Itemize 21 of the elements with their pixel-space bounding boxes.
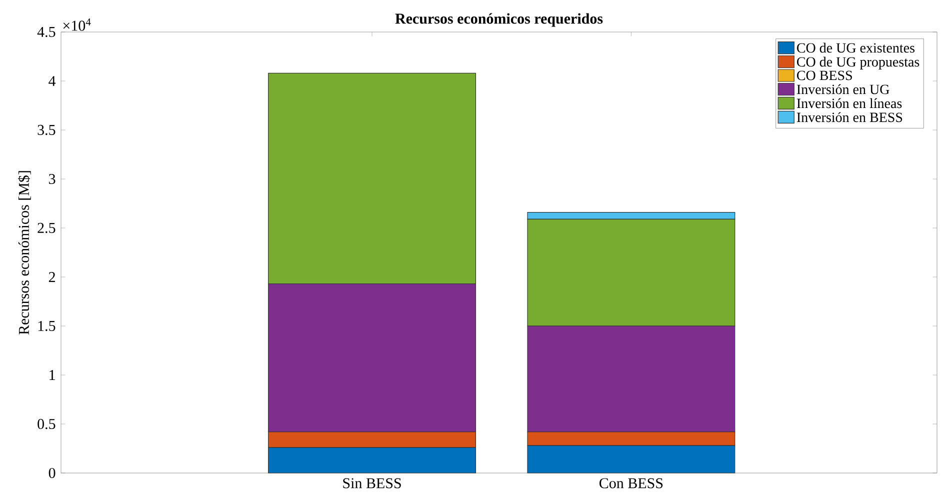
y-tick-label: 0.5 — [38, 418, 56, 430]
y-tick-label: 1.5 — [38, 320, 56, 332]
legend-label: Inversión en BESS — [796, 112, 902, 122]
y-tick-label: 1 — [50, 370, 55, 380]
y-tick-label: 3.5 — [38, 124, 56, 136]
text: ×10$^{4}$ — [63, 18, 91, 31]
legend-label: Inversión en UG — [796, 84, 890, 94]
y-tick-label: 2.5 — [38, 222, 56, 234]
x-tick-label: Sin BESS — [343, 478, 401, 488]
y-tick-label: 4 — [48, 76, 56, 86]
x-tick-label: Con BESS — [599, 478, 663, 488]
legend-label: CO de UG existentes — [796, 42, 914, 53]
y-axis-title: Recursos económicos [M$] — [18, 171, 31, 335]
y-tick-label: 0 — [48, 468, 56, 478]
y-tick-label: 3 — [49, 174, 56, 184]
legend-label: CO BESS — [796, 70, 852, 80]
chart-title: Recursos económicos requeridos — [395, 13, 603, 27]
y-tick-label: 4.5 — [37, 26, 56, 38]
legend-label: CO de UG propuestas — [796, 56, 920, 70]
y-tick-label: 2 — [48, 272, 55, 282]
legend-label: Inversión en líneas — [796, 98, 902, 108]
